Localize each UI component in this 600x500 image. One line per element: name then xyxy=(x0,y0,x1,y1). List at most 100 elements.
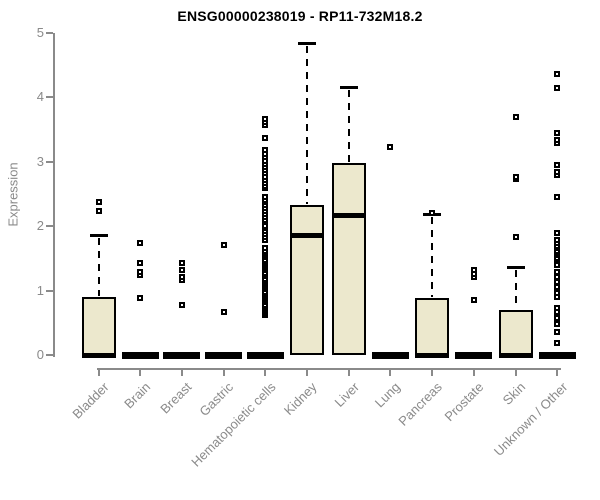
x-tick-label: Gastric xyxy=(196,379,237,420)
y-axis-tick xyxy=(46,289,53,292)
outlier-point xyxy=(554,229,561,236)
y-tick-label: 2 xyxy=(36,218,44,234)
y-axis-title: Expression xyxy=(0,33,26,355)
median-line xyxy=(290,233,324,239)
outlier-point xyxy=(262,245,269,252)
x-tick-label: Liver xyxy=(331,379,362,410)
outlier-point xyxy=(554,236,561,243)
x-tick-label: Unknown / Other xyxy=(490,379,571,459)
x-axis-tick xyxy=(306,368,308,376)
zero-box-bar xyxy=(371,351,409,359)
outlier-point xyxy=(470,297,477,304)
box xyxy=(415,298,450,355)
outlier-point xyxy=(554,274,561,281)
x-tick-label: Breast xyxy=(157,379,195,417)
outlier-point xyxy=(554,169,561,176)
outlier-point xyxy=(137,268,144,275)
outlier-point xyxy=(262,147,269,154)
outlier-point xyxy=(220,308,227,315)
y-axis-tick xyxy=(46,160,53,163)
outlier-point xyxy=(554,290,561,297)
chart-title: ENSG00000238019 - RP11-732M18.2 xyxy=(177,8,423,24)
x-axis-tick xyxy=(431,368,434,376)
box xyxy=(81,297,116,355)
outlier-point xyxy=(554,279,561,286)
x-axis-tick xyxy=(139,368,142,376)
box xyxy=(498,309,533,355)
x-tick-label: Kidney xyxy=(281,379,320,419)
x-tick-label: Hematopoietic cells xyxy=(187,379,279,470)
outlier-point xyxy=(262,194,269,201)
x-axis-tick xyxy=(389,368,392,376)
outlier-point xyxy=(554,339,561,346)
outlier-point xyxy=(512,113,519,120)
outlier-point xyxy=(554,304,561,311)
box xyxy=(331,163,366,355)
outlier-point xyxy=(470,266,477,273)
whisker-cap xyxy=(339,86,358,90)
outlier-point xyxy=(554,162,561,169)
outlier-point xyxy=(554,194,561,201)
outlier-point xyxy=(262,134,269,141)
upper-whisker xyxy=(431,216,434,298)
y-tick-label: 0 xyxy=(36,347,44,362)
zero-box-bar xyxy=(455,351,493,359)
outlier-point xyxy=(262,115,269,122)
y-axis-tick xyxy=(46,225,53,228)
outlier-point xyxy=(137,295,144,302)
whisker-cap xyxy=(506,266,525,270)
outlier-point xyxy=(554,129,561,136)
outlier-point xyxy=(137,239,144,246)
upper-whisker xyxy=(347,90,350,163)
outlier-point xyxy=(429,209,436,216)
outlier-point xyxy=(554,321,561,328)
outlier-point xyxy=(554,268,561,275)
outlier-point xyxy=(178,266,185,273)
x-tick-label: Lung xyxy=(372,379,404,411)
x-tick-label: Prostate xyxy=(441,379,487,425)
zero-box-bar xyxy=(538,351,576,359)
outlier-point xyxy=(512,173,519,180)
whisker-cap xyxy=(298,42,316,46)
median-line xyxy=(498,352,533,358)
upper-whisker xyxy=(306,46,308,204)
outlier-point xyxy=(554,261,561,268)
outlier-point xyxy=(220,241,227,248)
median-line xyxy=(415,352,450,358)
x-tick-label: Brain xyxy=(121,379,154,412)
outlier-point xyxy=(387,143,394,150)
whisker-cap xyxy=(89,234,108,238)
y-axis-tick xyxy=(46,354,53,356)
x-axis-line xyxy=(96,368,561,370)
x-tick-label: Pancreas xyxy=(395,379,446,429)
y-axis-line xyxy=(53,33,55,357)
outlier-point xyxy=(95,207,102,214)
y-tick-label: 5 xyxy=(36,25,44,40)
outlier-point xyxy=(178,301,185,308)
y-axis-tick xyxy=(46,96,53,99)
outlier-point xyxy=(554,315,561,322)
y-tick-label: 3 xyxy=(36,153,44,169)
y-tick-label: 4 xyxy=(36,89,44,105)
outlier-point xyxy=(554,71,561,78)
median-line xyxy=(331,213,366,219)
outlier-point xyxy=(137,259,144,266)
zero-box-bar xyxy=(246,351,284,359)
x-axis-tick xyxy=(556,368,559,376)
outlier-point xyxy=(554,136,561,143)
x-axis-tick xyxy=(514,368,517,376)
x-tick-label: Bladder xyxy=(69,379,112,422)
y-tick-label: 1 xyxy=(36,282,44,298)
x-axis-tick xyxy=(180,368,183,376)
y-axis-tick xyxy=(46,32,53,34)
outlier-point xyxy=(554,328,561,335)
upper-whisker xyxy=(97,238,100,297)
y-axis-title-text: Expression xyxy=(5,161,21,227)
zero-box-bar xyxy=(163,351,201,359)
zero-box-bar xyxy=(205,351,243,359)
x-tick-label: Skin xyxy=(499,379,529,408)
box xyxy=(290,204,324,355)
median-line xyxy=(81,352,116,358)
x-axis-tick xyxy=(347,368,350,376)
